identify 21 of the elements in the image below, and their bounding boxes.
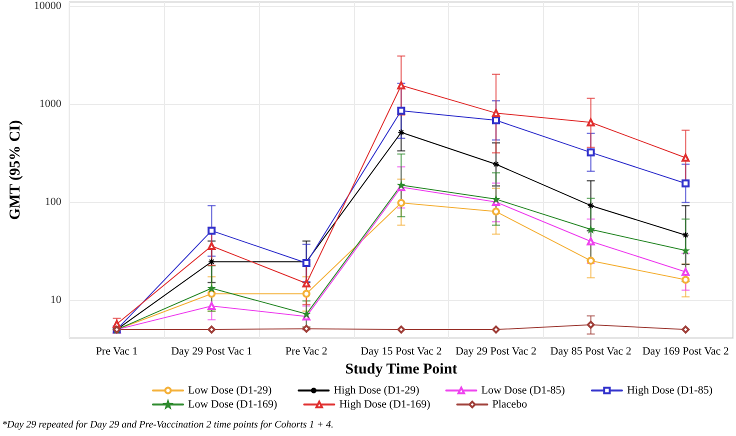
x-tick-label: Day 169 Post Vac 2 [642, 346, 729, 358]
x-axis-title: Study Time Point [345, 362, 458, 378]
legend-label: Low Dose (D1-169) [188, 398, 278, 410]
legend-label: Low Dose (D1-85) [481, 384, 566, 396]
y-tick-label: 100 [44, 196, 62, 208]
y-tick-label: 10000 [34, 0, 62, 12]
y-tick-label: 1000 [39, 98, 62, 110]
legend-label: Low Dose (D1-29) [188, 384, 272, 396]
legend-label: Placebo [492, 398, 528, 410]
x-tick-label: Pre Vac 1 [96, 346, 138, 358]
legend-label: High Dose (D1-29) [334, 384, 420, 396]
text: *Day 29 repeated for Day 29 and Pre-Vaccination 2 time points for Cohorts 1 + 4. [2, 420, 334, 430]
legend-label: High Dose (D1-169) [339, 398, 431, 410]
x-tick-label: Day 29 Post Vac 2 [455, 346, 537, 358]
x-tick-label: Day 15 Post Vac 2 [360, 346, 442, 358]
legend-label: High Dose (D1-85) [626, 384, 713, 396]
y-tick-label: 10 [50, 294, 62, 306]
x-tick-label: Pre Vac 2 [285, 346, 328, 358]
y-axis-title: GMT (95% CI) [8, 120, 24, 220]
x-tick-label: Day 85 Post Vac 2 [550, 346, 632, 358]
x-tick-label: Day 29 Post Vac 1 [171, 346, 252, 358]
